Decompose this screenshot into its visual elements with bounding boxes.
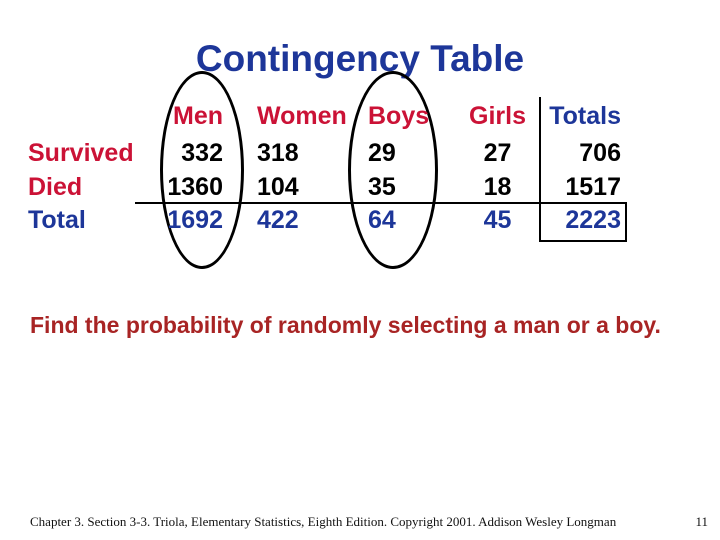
question-text: Find the probability of randomly selecti…: [30, 312, 661, 338]
table-cell: 35: [368, 173, 396, 201]
table-cell: 27: [483, 139, 512, 167]
table-cell: 1360: [167, 173, 223, 201]
table-cell: 104: [257, 173, 299, 201]
row-label-total: Total: [28, 206, 86, 234]
page-title: Contingency Table: [195, 38, 525, 79]
table-cell: 45: [483, 206, 512, 234]
table-cell: 318: [257, 139, 299, 167]
table-cell: 18: [483, 173, 512, 201]
footer-citation: Chapter 3. Section 3-3. Triola, Elementa…: [30, 514, 617, 529]
column-header-women: Women: [257, 102, 347, 130]
grand-total-cell: 2223: [565, 206, 621, 234]
column-header-totals: Totals: [549, 102, 621, 130]
row-label-died: Died: [28, 173, 83, 201]
row-label-survived: Survived: [28, 139, 134, 167]
total-row-divider-line: [135, 202, 627, 204]
grand-total-box-annotation: [539, 202, 627, 242]
table-cell: 64: [368, 206, 396, 234]
table-cell: 706: [579, 139, 621, 167]
column-header-girls: Girls: [469, 102, 526, 130]
page-number: 11: [695, 514, 708, 529]
table-cell: 1692: [167, 206, 223, 234]
table-cell: 422: [257, 206, 299, 234]
table-cell: 29: [368, 139, 396, 167]
table-cell: 1517: [565, 173, 621, 201]
table-cell: 332: [181, 139, 223, 167]
boys-column-ellipse-annotation: [348, 71, 438, 269]
totals-column-divider-line: [539, 97, 541, 204]
column-header-men: Men: [173, 102, 223, 130]
column-header-boys: Boys: [368, 102, 430, 130]
men-column-ellipse-annotation: [160, 71, 244, 269]
